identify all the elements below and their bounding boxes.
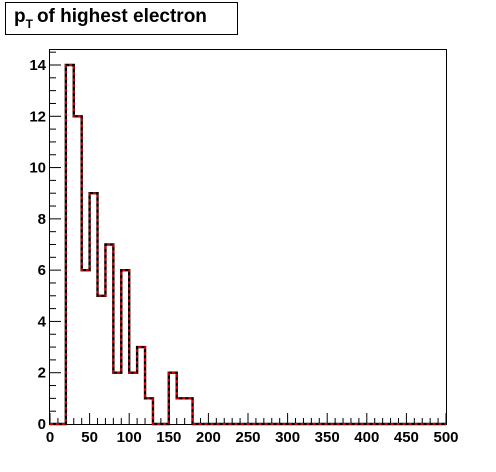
chart-title: pT of highest electron [14, 6, 207, 31]
x-tick-label: 250 [235, 429, 260, 446]
y-tick-label: 4 [38, 313, 47, 330]
x-tick-label: 400 [354, 429, 379, 446]
histogram-bin [98, 296, 106, 424]
y-tick-label: 6 [38, 262, 46, 279]
x-tick-label: 100 [117, 429, 142, 446]
x-tick-label: 350 [315, 429, 340, 446]
x-tick-label: 450 [394, 429, 419, 446]
title-p: p [14, 6, 26, 27]
x-axis-labels: 0 50 100 150 200 250 300 350 400 450 500 [46, 429, 459, 446]
y-axis-ticks [50, 51, 61, 425]
title-subscript: T [25, 17, 33, 31]
plot-frame [49, 49, 447, 425]
x-tick-label: 300 [275, 429, 300, 446]
histogram-bin [129, 373, 137, 424]
y-tick-label: 10 [29, 160, 46, 177]
x-tick-label: 50 [81, 429, 98, 446]
histogram-bin [177, 398, 185, 424]
histogram-bin [113, 373, 121, 424]
x-tick-label: 150 [156, 429, 181, 446]
x-tick-label: 0 [46, 429, 54, 446]
title-rest: of highest electron [36, 6, 207, 27]
y-tick-label: 2 [38, 365, 46, 382]
x-axis-ticks [49, 413, 447, 424]
y-tick-label: 14 [29, 57, 46, 74]
x-tick-label: 200 [196, 429, 221, 446]
y-tick-label: 12 [29, 108, 46, 125]
chart-title-box: pT of highest electron [5, 2, 238, 35]
y-tick-label: 8 [38, 211, 46, 228]
y-axis-labels: 0 2 4 6 8 10 12 14 [29, 57, 46, 433]
histogram-bin [82, 270, 90, 424]
histogram-outline-dashed [50, 64, 446, 425]
y-tick-label: 0 [38, 416, 46, 433]
x-tick-label: 500 [433, 429, 458, 446]
